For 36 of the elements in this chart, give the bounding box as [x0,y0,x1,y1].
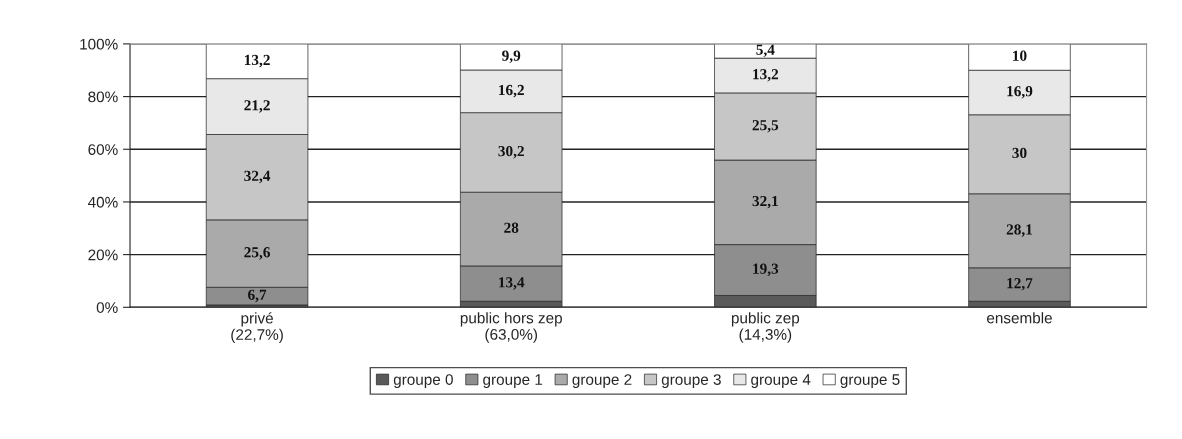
data-label: 9,9 [502,50,521,63]
data-label: 30,2 [498,145,524,159]
legend-label: groupe 3 [661,374,721,388]
data-label: 13,2 [244,54,270,68]
y-tick-label: 60% [88,144,118,155]
y-tick-label: 0% [96,302,118,313]
data-label: 32,4 [244,170,271,184]
data-label: 13,2 [753,69,779,82]
legend-label: groupe 2 [572,374,632,388]
data-label: 32,1 [752,195,778,209]
x-tick-label: public hors zep (63,0%) [460,312,562,343]
data-label: 19,3 [753,263,779,277]
data-label: 13,4 [499,277,525,290]
data-label: 28,1 [1006,224,1033,237]
legend-label: groupe 5 [840,374,900,388]
data-label: 5,4 [756,44,775,58]
data-label: 25,5 [752,120,779,133]
legend-label: groupe 0 [393,374,453,388]
legend-label: groupe 1 [483,374,543,388]
data-label: 25,6 [244,247,271,260]
data-label: 16,2 [499,84,524,98]
data-label: 21,2 [244,100,270,113]
x-tick-label: ensemble [987,312,1052,324]
data-label: 16,9 [1007,86,1033,99]
data-label: 28 [504,222,519,233]
y-tick-label: 40% [87,196,118,208]
data-label: 6,7 [248,289,267,303]
x-tick-label: privé (22,7%) [231,312,283,344]
y-tick-label: 100% [80,38,118,50]
data-label: 30 [1012,147,1027,159]
data-label: 12,7 [1007,278,1033,291]
y-tick-label: 80% [88,91,118,103]
x-tick-label: public zep (14,3%) [731,312,800,343]
legend-label: groupe 4 [751,374,811,388]
y-tick-label: 20% [88,249,118,261]
data-label: 10 [1013,50,1027,61]
